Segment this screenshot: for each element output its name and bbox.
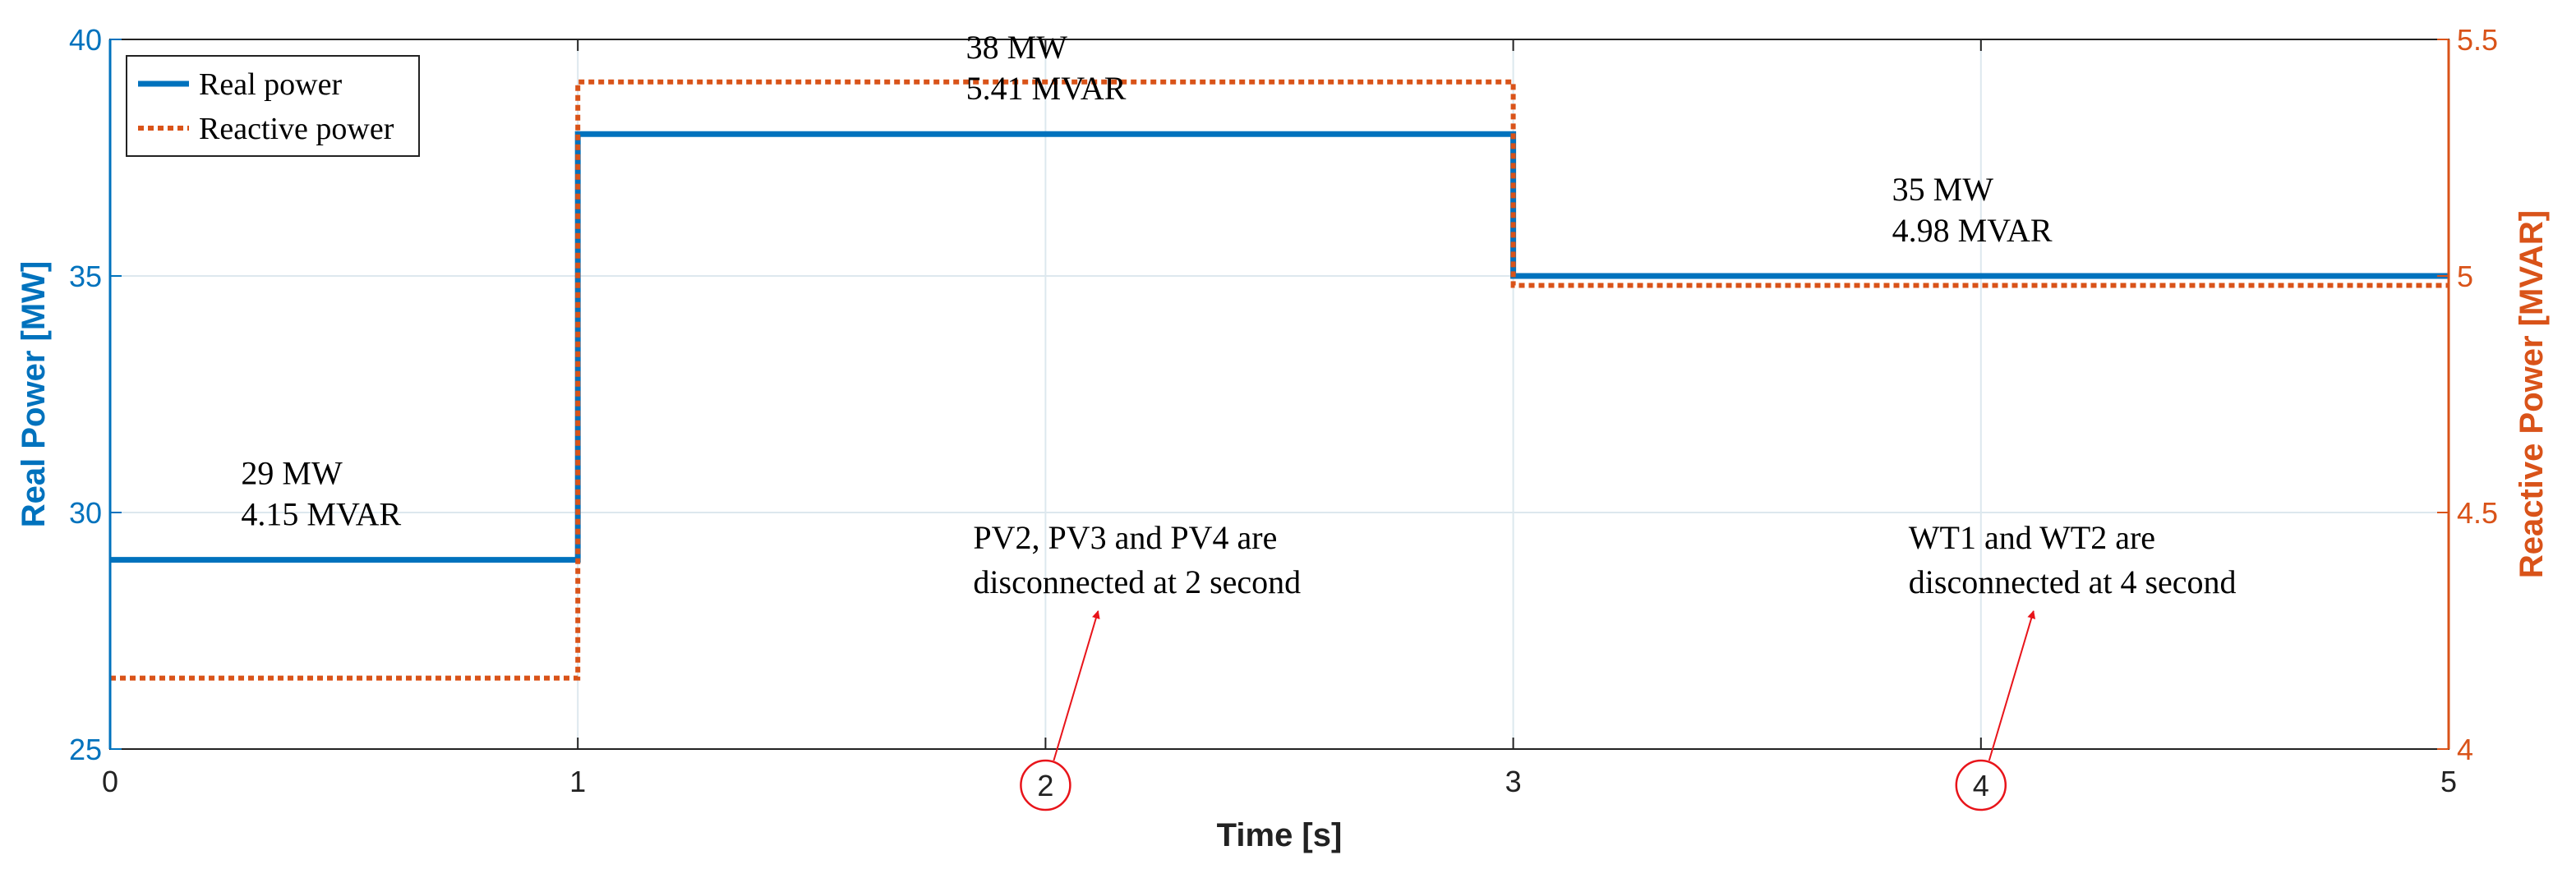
x-tick-label: 3 [1505,765,1522,798]
ticks: 0123452530354044.555.5 [69,23,2498,798]
value-label-power: 38 MW [966,29,1068,66]
event-marker-circle [1955,759,2007,811]
legend-label-reactive-power: Reactive power [199,112,394,146]
y-left-tick-label: 40 [69,23,102,57]
y-right-tick-label: 5 [2457,260,2473,293]
x-tick-label: 1 [569,765,586,798]
legend: Real power Reactive power [126,55,420,157]
plot-frame [109,39,2449,750]
event-arrow [1988,610,2036,761]
annotation-line-2: disconnected at 4 second [1909,563,2237,600]
x-axis-title: Time [s] [1217,817,1343,853]
reactive-power-line [110,79,2449,681]
value-label-power: 29 MW [241,455,343,492]
value-label-reactive: 4.98 MVAR [1892,212,2053,249]
y-left-tick-label: 30 [69,496,102,530]
y-right-tick-label: 4.5 [2457,496,2498,530]
value-labels: 29 MW 4.15 MVAR 38 MW 5.41 MVAR 35 MW 4.98 MV… [241,29,2052,532]
y-left-tick-label: 35 [69,260,102,293]
series-layer [110,79,2449,681]
event-marker-number: 4 [1973,769,1989,802]
y-right-axis-title: Reactive Power [MVAR] [2514,210,2550,578]
value-label-reactive: 4.15 MVAR [241,496,401,533]
grid [109,39,2449,750]
x-tick-label: 0 [102,765,118,798]
annotation-line-1: PV2, PV3 and PV4 are [973,519,1277,556]
x-tick-label: 5 [2440,765,2457,798]
legend-label-real-power: Real power [199,67,342,102]
event-annotations: PV2, PV3 and PV4 are disconnected at 2 se… [973,519,2237,811]
value-label-reactive: 5.41 MVAR [966,70,1127,107]
annotation-line-2: disconnected at 2 second [973,563,1301,600]
value-label-power: 35 MW [1892,171,1994,208]
legend-box [126,55,420,157]
annotation-line-1: WT1 and WT2 are [1909,519,2155,556]
event-arrow [1053,610,1100,761]
y-right-tick-label: 5.5 [2457,23,2498,57]
real-power-line [110,131,2449,563]
event-marker-number: 2 [1037,769,1053,802]
event-marker-circle [1020,759,1071,811]
y-left-tick-label: 25 [69,733,102,766]
y-left-axis-title: Real Power [MW] [16,261,52,527]
y-right-tick-label: 4 [2457,733,2473,766]
